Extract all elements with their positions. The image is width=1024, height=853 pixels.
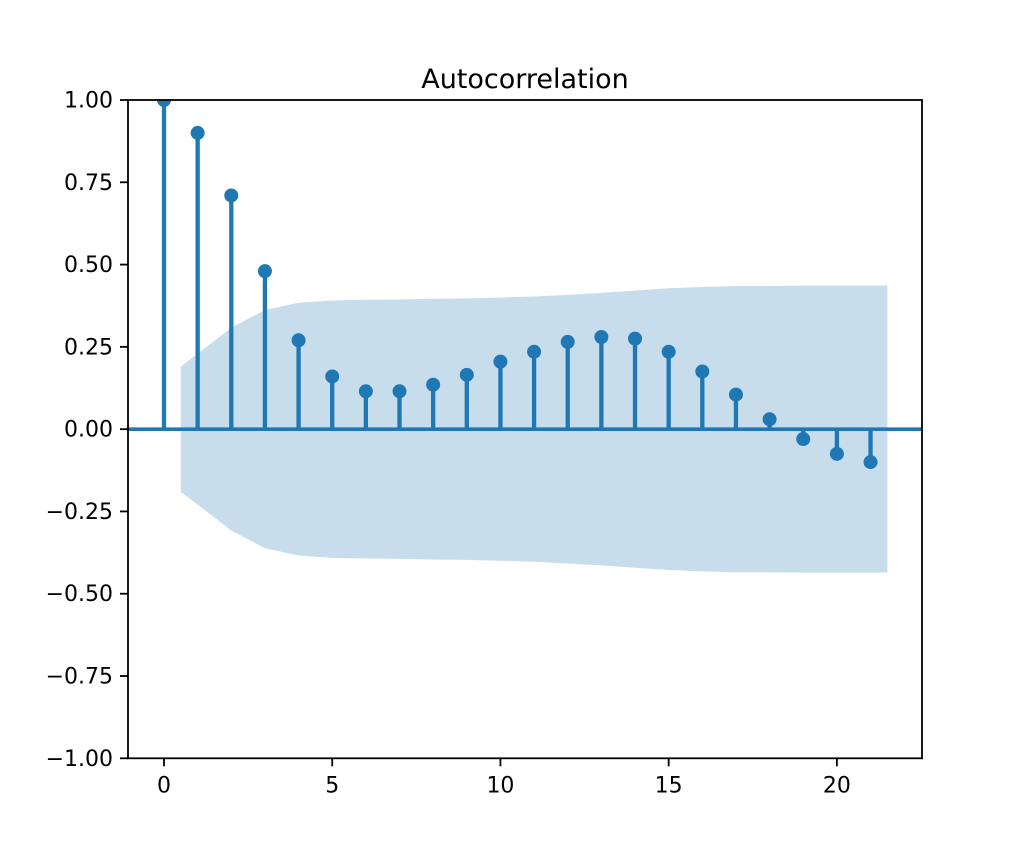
- acf-marker-lag-19: [796, 432, 811, 447]
- data-layer: [128, 100, 922, 573]
- acf-marker-lag-12: [560, 334, 575, 349]
- y-tick-label-0.00: 0.00: [64, 418, 113, 443]
- y-tick-label-−0.25: −0.25: [46, 500, 113, 525]
- acf-marker-lag-2: [224, 188, 239, 203]
- plot-area: 0 5 10 15 20 1.00 0.75 0.50 0.25 0.00 −0.25 −0.50 −0…: [46, 89, 923, 798]
- acf-marker-lag-6: [358, 384, 373, 399]
- x-tick-label-20: 20: [823, 773, 851, 798]
- acf-marker-lag-15: [661, 344, 676, 359]
- acf-marker-lag-20: [829, 446, 844, 461]
- acf-marker-lag-21: [863, 455, 878, 470]
- acf-marker-lag-16: [695, 364, 710, 379]
- y-tick-label-1.00: 1.00: [64, 89, 113, 114]
- chart-title: Autocorrelation: [421, 64, 629, 95]
- acf-marker-lag-8: [426, 377, 441, 392]
- y-tick-label-0.50: 0.50: [64, 253, 113, 278]
- acf-marker-lag-7: [392, 384, 407, 399]
- x-tick-label-10: 10: [486, 773, 514, 798]
- y-tick-label-0.25: 0.25: [64, 335, 113, 360]
- y-tick-label-−0.50: −0.50: [46, 582, 113, 607]
- y-tick-label-−1.00: −1.00: [46, 747, 113, 772]
- acf-marker-lag-4: [291, 333, 306, 348]
- acf-marker-lag-13: [594, 329, 609, 344]
- acf-marker-lag-0: [157, 100, 171, 107]
- acf-marker-lag-17: [728, 387, 743, 402]
- acf-marker-lag-9: [459, 367, 474, 382]
- acf-marker-lag-11: [527, 344, 542, 359]
- acf-marker-lag-5: [325, 369, 340, 384]
- acf-marker-lag-1: [190, 125, 205, 140]
- acf-marker-lag-14: [628, 331, 643, 346]
- y-tick-label-0.75: 0.75: [64, 171, 113, 196]
- acf-marker-lag-18: [762, 412, 777, 427]
- x-tick-label-0: 0: [157, 773, 171, 798]
- acf-marker-lag-10: [493, 354, 508, 369]
- x-tick-label-5: 5: [325, 773, 339, 798]
- acf-marker-lag-3: [257, 264, 272, 279]
- x-tick-label-15: 15: [655, 773, 683, 798]
- y-tick-label-−0.75: −0.75: [46, 665, 113, 690]
